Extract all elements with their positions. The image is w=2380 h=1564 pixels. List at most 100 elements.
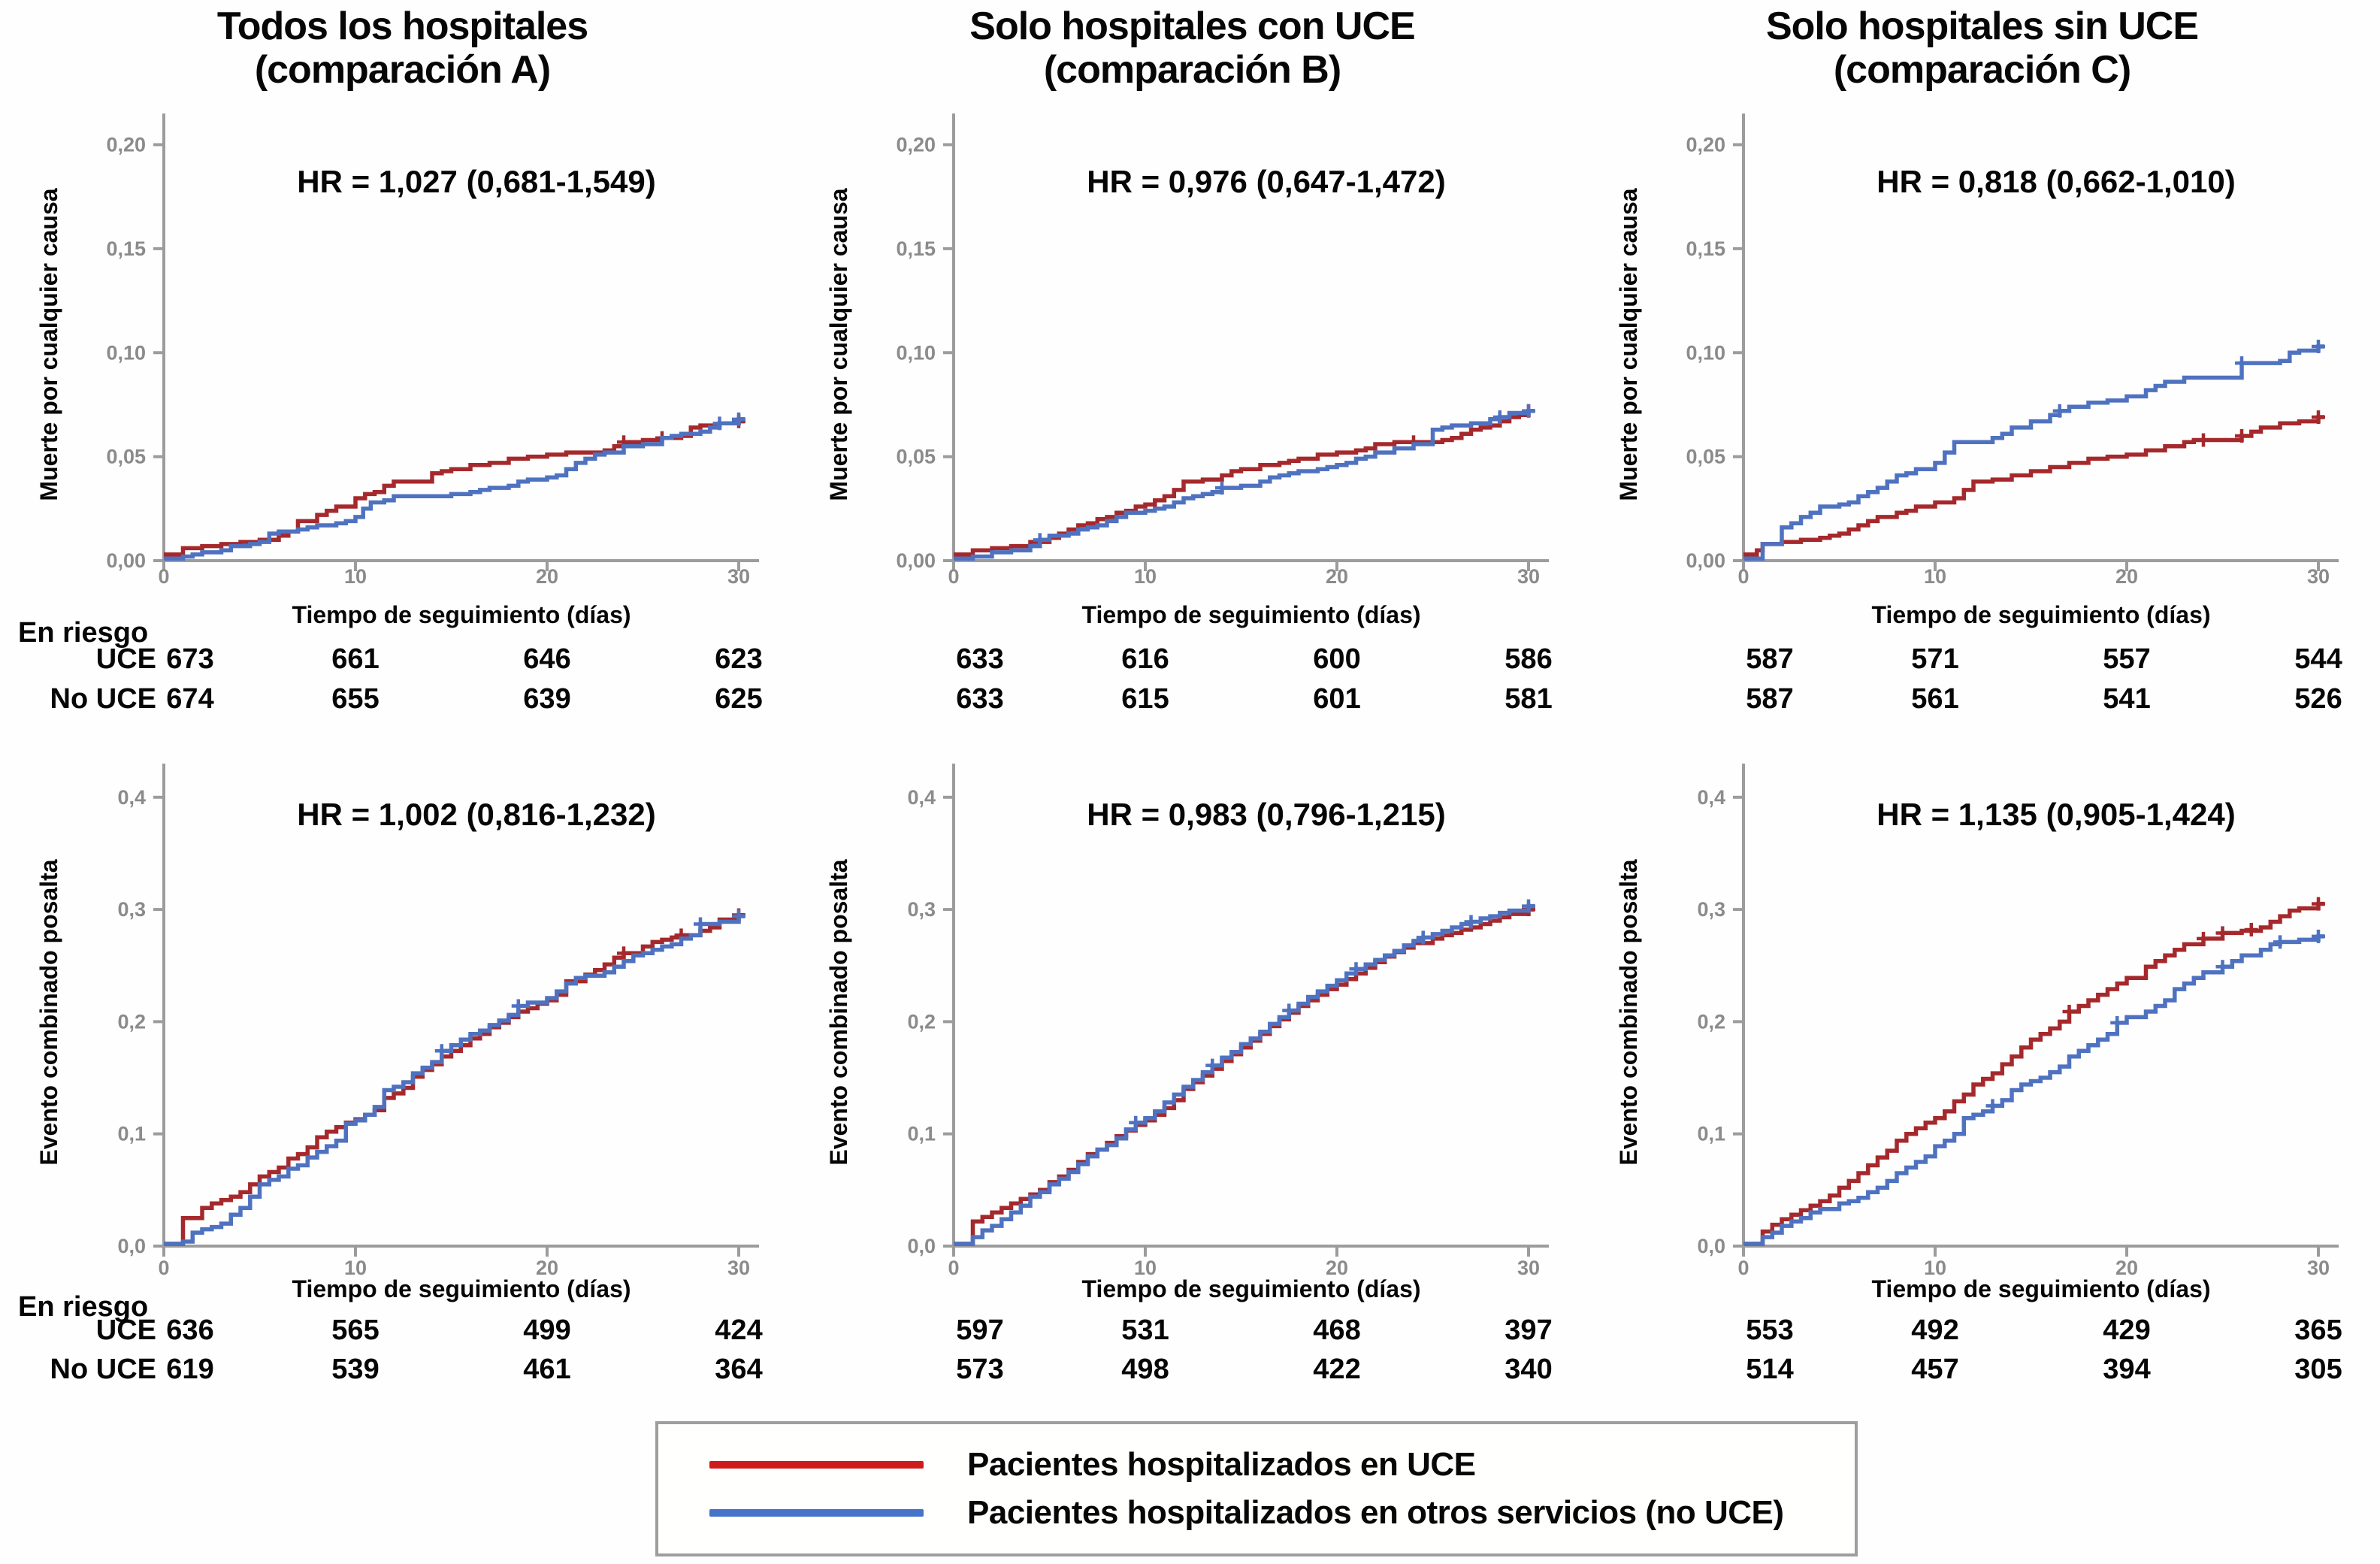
censor-marks-uce — [2197, 410, 2325, 447]
risk-count: 541 — [2103, 683, 2150, 715]
risk-count: 526 — [2294, 683, 2342, 715]
risk-count: 673 — [166, 643, 213, 675]
y-tick-label: 0,15 — [106, 237, 146, 260]
y-tick-label: 0,0 — [1697, 1235, 1725, 1257]
censor-marks-no_uce — [434, 909, 745, 1058]
risk-count: 553 — [1746, 1314, 1793, 1346]
y-tick-label: 0,05 — [896, 446, 936, 468]
y-axis-title: Evento combinado posalta — [35, 859, 62, 1165]
risk-count: 424 — [715, 1314, 762, 1346]
x-tick-label: 0 — [1737, 1257, 1749, 1279]
x-tick-label: 10 — [344, 1257, 367, 1279]
x-tick-label: 0 — [158, 565, 169, 588]
risk-count: 636 — [166, 1314, 213, 1346]
risk-count: 625 — [715, 683, 762, 715]
legend: Pacientes hospitalizados en UCE Paciente… — [655, 1421, 1858, 1556]
legend-label-no-uce: Pacientes hospitalizados en otros servic… — [967, 1494, 1784, 1531]
km-chart-combined-all: 0,0 0,1 0,2 0,3 0,4 0 10 20 30 Evento combinado p… — [18, 764, 763, 1385]
hazard-ratio-label: HR = 0,983 (0,796-1,215) — [1087, 797, 1445, 832]
km-chart-mortality-with-uce: 0,00 0,05 0,10 0,15 0,20 0 10 20 30 Muerte por cu… — [825, 113, 1553, 715]
x-tick-label: 20 — [1326, 1257, 1348, 1279]
km-chart-mortality-without-uce: 0,00 0,05 0,10 0,15 0,20 0 10 20 30 Muerte por cu… — [1615, 113, 2342, 715]
x-tick-label: 20 — [1326, 565, 1348, 588]
y-tick-label: 0,00 — [106, 549, 146, 572]
panel-title-b: Solo hospitales con UCE (comparación B) — [803, 5, 1581, 98]
risk-count: 514 — [1746, 1354, 1793, 1385]
legend-label-uce: Pacientes hospitalizados en UCE — [967, 1446, 1476, 1483]
y-tick-label: 0,10 — [1686, 341, 1725, 364]
y-tick-labels: 0,0 0,1 0,2 0,3 0,4 — [117, 786, 164, 1257]
censor-marks-no_uce — [1129, 899, 1535, 1130]
y-axis-title: Muerte por cualquier causa — [35, 188, 62, 501]
x-tick-label: 30 — [727, 565, 750, 588]
y-tick-label: 0,20 — [896, 134, 936, 156]
x-axis-title: Tiempo de seguimiento (días) — [1081, 601, 1420, 628]
risk-count: 600 — [1313, 643, 1360, 675]
x-tick-label: 10 — [1924, 1257, 1946, 1279]
y-tick-label: 0,3 — [1697, 898, 1725, 921]
y-tick-label: 0,10 — [106, 341, 146, 364]
x-tick-label: 0 — [948, 1257, 959, 1279]
x-tick-labels: 0 10 20 30 — [158, 561, 750, 588]
y-tick-label: 0,1 — [1697, 1123, 1725, 1145]
panel-title-line2: (comparación B) — [1043, 48, 1341, 92]
panel-title-line1: Solo hospitales sin UCE — [1765, 5, 2199, 48]
censor-marks-no_uce — [1033, 404, 1535, 547]
x-axis-title: Tiempo de seguimiento (días) — [292, 601, 631, 628]
y-tick-label: 0,00 — [896, 549, 936, 572]
x-tick-label: 0 — [948, 565, 959, 588]
risk-count: 394 — [2103, 1354, 2150, 1385]
panel-bottom-a: 0,0 0,1 0,2 0,3 0,4 0 10 20 30 Evento combinado p… — [14, 734, 791, 1391]
risk-count: 655 — [331, 683, 379, 715]
y-tick-label: 0,2 — [117, 1010, 146, 1033]
risk-count: 587 — [1746, 683, 1793, 715]
y-tick-label: 0,2 — [907, 1010, 936, 1033]
x-tick-label: 30 — [2307, 1257, 2330, 1279]
panel-top-c: Solo hospitales sin UCE (comparación C) … — [1593, 5, 2371, 734]
risk-count: 573 — [956, 1354, 1003, 1385]
y-tick-label: 0,3 — [907, 898, 936, 921]
risk-table: 597 531 468 397 573 498 422 340 — [956, 1314, 1552, 1385]
y-tick-label: 0,20 — [1686, 134, 1725, 156]
panel-top-b: Solo hospitales con UCE (comparación B) … — [803, 5, 1581, 734]
risk-count: 557 — [2103, 643, 2150, 675]
y-tick-labels: 0,0 0,1 0,2 0,3 0,4 — [907, 786, 954, 1257]
x-tick-labels: 0 10 20 30 — [1737, 1246, 2330, 1279]
y-tick-label: 0,20 — [106, 134, 146, 156]
risk-table: 587 571 557 544 587 561 541 526 — [1746, 643, 2342, 715]
y-tick-label: 0,0 — [907, 1235, 936, 1257]
y-axis-title: Muerte por cualquier causa — [825, 188, 852, 501]
risk-count: 565 — [331, 1314, 379, 1346]
km-chart-mortality-all: 0,00 0,05 0,10 0,15 0,20 0 10 20 30 Muerte por cu… — [18, 113, 763, 715]
x-tick-labels: 0 10 20 30 — [1737, 561, 2330, 588]
panel-bottom-c: 0,0 0,1 0,2 0,3 0,4 0 10 20 30 Evento combinado p… — [1593, 734, 2371, 1391]
x-axis-title: Tiempo de seguimiento (días) — [292, 1275, 631, 1302]
x-tick-labels: 0 10 20 30 — [158, 1246, 750, 1279]
y-tick-label: 0,05 — [1686, 446, 1725, 468]
risk-count: 340 — [1505, 1354, 1552, 1385]
km-curve-no_uce — [1743, 934, 2324, 1246]
y-tick-label: 0,4 — [117, 786, 146, 809]
hazard-ratio-label: HR = 1,002 (0,816-1,232) — [297, 797, 655, 832]
km-curve-no_uce — [954, 408, 1535, 561]
x-tick-label: 30 — [1517, 1257, 1540, 1279]
x-tick-label: 10 — [344, 565, 367, 588]
risk-count: 498 — [1121, 1354, 1169, 1385]
km-curve-uce — [1743, 901, 2324, 1246]
km-curve-no_uce — [1743, 344, 2324, 561]
km-curve-no_uce — [164, 914, 745, 1246]
x-tick-label: 20 — [2115, 1257, 2138, 1279]
y-tick-label: 0,1 — [117, 1123, 146, 1145]
risk-count: 499 — [523, 1314, 570, 1346]
x-tick-label: 20 — [536, 1257, 558, 1279]
y-tick-label: 0,00 — [1686, 549, 1725, 572]
legend-item-no-uce: Pacientes hospitalizados en otros servic… — [709, 1489, 1832, 1537]
panel-title-line2: (comparación A) — [254, 48, 551, 92]
risk-count: 661 — [331, 643, 379, 675]
risk-count: 539 — [331, 1354, 379, 1385]
risk-count: 639 — [523, 683, 570, 715]
x-axis-title: Tiempo de seguimiento (días) — [1871, 1275, 2210, 1302]
risk-row-label: UCE — [96, 1314, 156, 1346]
